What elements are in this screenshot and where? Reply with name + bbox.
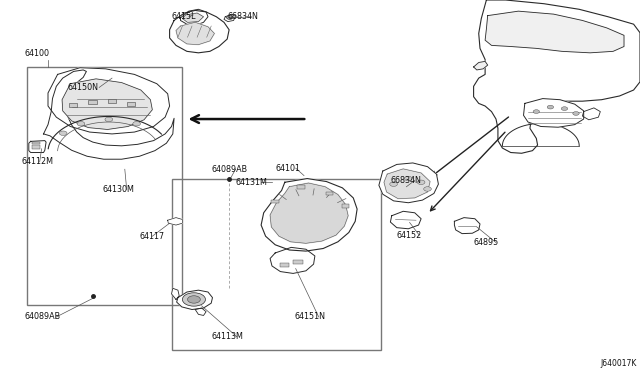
Circle shape (60, 131, 67, 135)
Text: 64130M: 64130M (102, 185, 134, 194)
Text: 64131M: 64131M (236, 178, 268, 187)
Bar (280, 263, 289, 267)
Bar (293, 260, 303, 264)
Polygon shape (170, 10, 229, 53)
Text: 64150N: 64150N (67, 83, 98, 92)
Polygon shape (44, 70, 174, 159)
Text: 64089AB: 64089AB (211, 165, 247, 174)
Polygon shape (29, 141, 46, 153)
Circle shape (188, 296, 200, 303)
Text: 64895: 64895 (474, 238, 499, 247)
Text: 64112M: 64112M (22, 157, 54, 166)
Bar (32, 142, 40, 144)
Text: 64151N: 64151N (294, 312, 325, 321)
Circle shape (390, 182, 397, 186)
Circle shape (227, 16, 233, 19)
Text: 64117: 64117 (140, 232, 164, 241)
Text: 64152: 64152 (397, 231, 422, 240)
Bar (271, 200, 279, 203)
Polygon shape (261, 179, 357, 251)
Circle shape (417, 180, 425, 185)
Polygon shape (177, 290, 212, 310)
Text: 6415L: 6415L (172, 12, 196, 21)
Text: 64101: 64101 (275, 164, 300, 173)
Polygon shape (379, 163, 438, 203)
Polygon shape (172, 288, 179, 299)
Polygon shape (182, 13, 204, 22)
Circle shape (424, 187, 431, 191)
Polygon shape (454, 218, 480, 234)
Polygon shape (48, 68, 170, 134)
Circle shape (561, 107, 568, 110)
Circle shape (404, 176, 412, 181)
Polygon shape (224, 14, 236, 22)
Polygon shape (195, 308, 206, 315)
Circle shape (573, 112, 579, 115)
Bar (27, 67, 182, 305)
Text: 64089AB: 64089AB (24, 312, 60, 321)
Circle shape (533, 110, 540, 113)
Text: 64100: 64100 (24, 49, 49, 58)
Polygon shape (176, 22, 214, 45)
Bar (172, 179, 381, 350)
Polygon shape (474, 0, 640, 153)
Text: J640017K: J640017K (600, 359, 637, 368)
Polygon shape (270, 183, 348, 243)
Polygon shape (384, 169, 430, 199)
Bar (88, 100, 97, 104)
Circle shape (133, 122, 141, 126)
Text: 66834N: 66834N (390, 176, 421, 185)
Bar (108, 99, 116, 103)
Circle shape (105, 117, 113, 122)
Polygon shape (168, 218, 182, 225)
Text: 64113M: 64113M (211, 332, 243, 341)
Polygon shape (582, 108, 600, 120)
Polygon shape (474, 61, 488, 70)
Bar (297, 185, 305, 189)
Polygon shape (390, 211, 421, 229)
Bar (326, 192, 333, 195)
Polygon shape (485, 11, 624, 53)
Bar (32, 145, 40, 149)
Polygon shape (180, 9, 208, 25)
Bar (342, 204, 349, 208)
Polygon shape (62, 79, 152, 129)
Circle shape (547, 105, 554, 109)
Bar (69, 103, 77, 107)
Polygon shape (270, 247, 315, 273)
Text: 66834N: 66834N (227, 12, 258, 21)
Circle shape (182, 293, 205, 306)
Bar (127, 102, 135, 106)
Circle shape (77, 122, 85, 126)
Polygon shape (524, 99, 584, 127)
